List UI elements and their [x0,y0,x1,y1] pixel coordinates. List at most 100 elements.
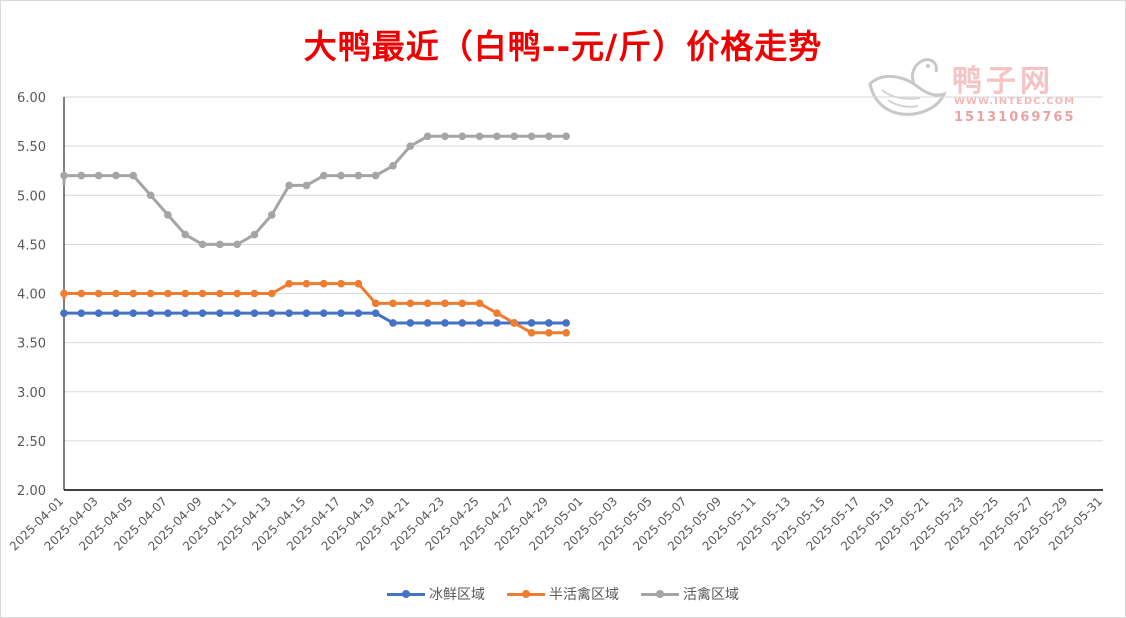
series-line [62,134,567,246]
data-point [354,171,363,180]
data-point [198,289,207,298]
data-point [423,132,432,141]
x-tick-labels: 2025-04-012025-04-032025-04-052025-04-07… [7,494,1105,553]
data-point [112,309,120,317]
data-point [146,309,155,317]
legend-swatch [507,587,545,601]
data-point [250,230,259,239]
data-point [233,309,241,317]
data-point [216,240,224,249]
data-point [319,279,328,288]
duck-logo-icon [868,58,947,116]
series-1 [60,279,570,337]
data-point [441,299,449,308]
data-point [164,309,172,317]
series-2 [60,132,570,249]
legend-swatch [387,587,425,601]
data-point [112,171,120,180]
data-point [268,309,276,317]
legend-label: 半活禽区域 [549,587,619,603]
legend-swatch [641,587,679,601]
data-point [527,329,536,337]
y-tick-label: 2.00 [17,484,46,499]
y-tick-label: 3.50 [17,337,46,352]
data-point [337,279,345,288]
data-point [354,279,363,288]
legend-item-bingxian: 冰鲜区域 [387,584,485,604]
data-point [545,319,553,327]
data-point [354,309,363,317]
data-point [285,309,293,317]
data-point [129,309,138,317]
watermark-name: 鸭子网 [952,64,1054,99]
series-line [62,282,567,335]
data-point [164,211,172,219]
data-point [423,299,432,308]
data-point [319,309,328,317]
data-point [493,132,501,141]
data-point [389,161,397,170]
data-point [527,132,536,141]
data-point [146,191,155,200]
data-point [181,309,190,317]
data-point [493,319,501,327]
data-point [475,132,484,141]
data-point [371,171,380,180]
y-tick-label: 5.50 [17,140,46,155]
data-point [77,289,86,298]
data-point [77,309,86,317]
gridlines [64,96,1103,442]
data-point [371,299,380,308]
data-point [441,319,449,327]
legend-label: 活禽区域 [683,587,739,603]
data-point [337,171,345,180]
data-point [268,289,276,298]
data-point [94,289,103,298]
data-point [423,319,432,327]
data-point [406,142,415,150]
legend-label: 冰鲜区域 [429,587,485,603]
y-tick-labels: 2.00 2.50 3.00 3.50 4.00 4.50 5.00 5.50 6.00 [17,91,46,499]
data-point [164,289,172,298]
data-point [441,132,449,141]
legend: 冰鲜区域 半活禽区域 活禽区域 [0,584,1126,604]
watermark: 鸭子网 WWW.INTEDC.COM 15131069765 [862,54,1092,130]
series-line [64,311,567,325]
data-point [268,211,276,219]
data-point [250,309,259,317]
data-point [198,309,207,317]
data-point [146,289,155,298]
data-point [77,171,86,180]
data-point [458,132,467,141]
data-point [493,309,501,317]
data-point [389,319,397,327]
data-point [475,319,484,327]
data-point [510,319,519,327]
y-tick-label: 4.50 [17,238,46,253]
series [60,132,570,337]
data-point [302,279,311,288]
data-point [60,289,68,298]
data-point [545,329,553,337]
data-point [302,309,311,317]
data-point [406,299,415,308]
data-point [389,299,397,308]
data-point [285,279,293,288]
data-point [216,309,224,317]
data-point [302,181,311,190]
y-tick-label: 2.50 [17,435,46,450]
data-point [371,309,380,317]
data-point [198,240,207,249]
data-point [181,289,190,298]
chart-title: 大鸭最近（白鸭--元/斤）价格走势 [303,27,823,66]
line-chart: 2.00 2.50 3.00 3.50 4.00 4.50 5.00 5.50 6.00 202… [7,91,1105,553]
data-point [250,289,259,298]
data-point [94,309,103,317]
data-point [527,319,536,327]
data-point [510,132,519,141]
data-point [319,171,328,180]
watermark-url: WWW.INTEDC.COM [954,96,1076,107]
data-point [406,319,415,327]
data-point [233,240,241,249]
data-point [545,132,553,141]
